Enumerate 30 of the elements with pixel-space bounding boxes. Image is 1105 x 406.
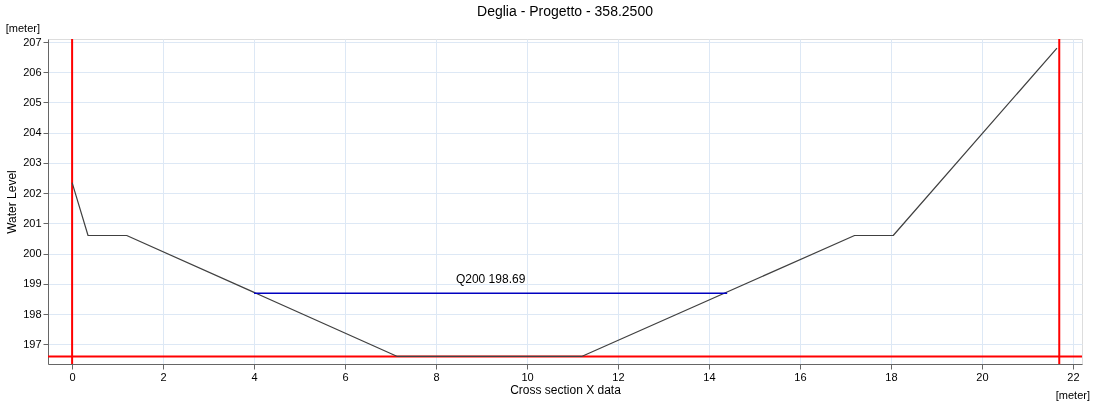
x-axis-title: Cross section X data xyxy=(510,382,622,397)
y-tick-label: 205 xyxy=(23,95,42,108)
x-tick-label: 10 xyxy=(521,370,534,383)
x-tick-label: 14 xyxy=(703,370,716,383)
y-tick-label: 201 xyxy=(23,216,42,229)
x-tick-label: 0 xyxy=(69,370,76,383)
x-tick-label: 16 xyxy=(794,370,807,383)
x-tick-label: 20 xyxy=(976,370,989,383)
y-tick-label: 198 xyxy=(23,307,42,320)
y-tick-label: 204 xyxy=(23,126,42,139)
y-tick-label: 200 xyxy=(23,247,42,260)
x-tick-label: 18 xyxy=(885,370,898,383)
line-series xyxy=(71,47,1058,358)
y-tick-label: 202 xyxy=(23,186,42,199)
y-axis-title: Water Level xyxy=(5,170,20,234)
annotation: Q200 198.69 xyxy=(455,272,526,287)
text: [meter] xyxy=(5,22,40,34)
y-tick-label: 206 xyxy=(23,65,42,78)
x-tick-label: 22 xyxy=(1067,370,1080,383)
y-tick-label: 207 xyxy=(23,35,42,48)
x-tick-label: 6 xyxy=(342,370,349,383)
x-tick-label: 4 xyxy=(251,370,258,383)
x-tick-label: 8 xyxy=(433,370,440,383)
x-tick-label: 12 xyxy=(612,370,625,383)
y-tick-label: 197 xyxy=(23,337,42,350)
text: [meter] xyxy=(1055,389,1090,401)
y-tick-label: 199 xyxy=(23,277,42,290)
chart-title: Deglia - Progetto - 358.2500 xyxy=(477,3,654,19)
x-tick-label: 2 xyxy=(160,370,167,383)
y-tick-label: 203 xyxy=(23,156,42,169)
